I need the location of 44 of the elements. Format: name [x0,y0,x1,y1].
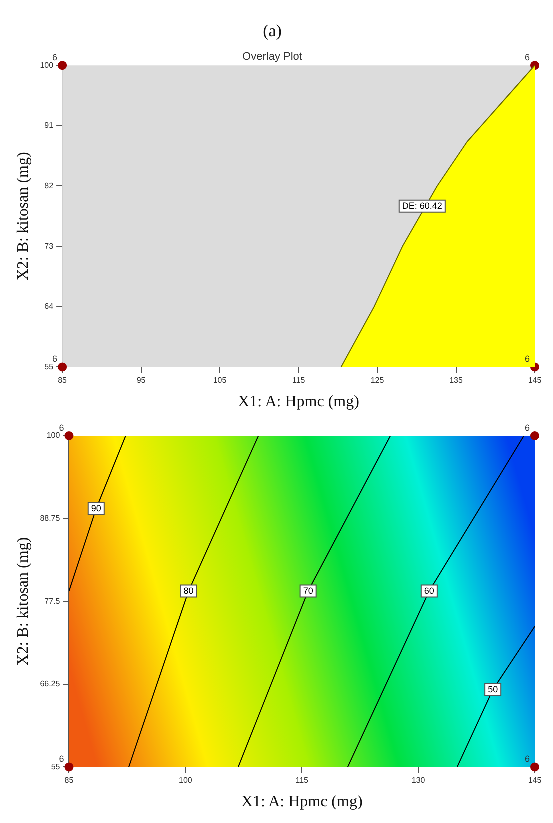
y-tick-label: 73 [44,242,54,251]
x-tick-label: 85 [58,376,68,386]
x-tick-label: 85 [64,776,74,786]
x-tick-label: 100 [178,776,193,786]
y-tick-label: 91 [44,121,54,130]
x-tick-label: 125 [370,376,385,386]
annotation: 6 [52,354,58,364]
point [530,432,540,440]
annotation: 6 [524,52,530,63]
annotation: 70 [303,586,314,596]
x-tick-label: 115 [296,776,310,786]
annotation: DE: 60.42 [402,200,442,211]
x-tick-label: 145 [528,376,542,386]
annotation: 80 [184,586,194,596]
chart-title: (a) [263,22,282,41]
annotation: 90 [91,503,102,514]
x-tick-label: 135 [450,376,464,386]
x-tick-label: 115 [292,376,306,386]
x-tick-label: 105 [213,376,228,386]
y-axis-title: X2: B: kitosan (mg) [14,537,32,666]
y-tick-label: 55 [51,762,61,772]
y-tick-label: 100 [40,60,54,70]
x-axis-title: X1: A: Hpmc (mg) [241,794,363,811]
x-tick-label: 145 [528,776,542,786]
x-axis-title: X1: A: Hpmc (mg) [238,394,360,411]
y-tick-label: 77.5 [44,596,61,606]
x-tick-label: 130 [412,776,426,786]
y-tick-label: 66.25 [40,680,61,689]
annotation: 6 [59,754,64,764]
chart-subtitle: Overlay Plot [242,51,302,64]
annotation: 50 [488,684,498,694]
y-tick-label: 88.75 [40,514,61,524]
annotation: 6 [524,354,530,364]
y-axis-title: X2: B: kitosan (mg) [14,152,32,281]
y-tick-label: 64 [44,302,54,312]
annotation: 6 [524,422,530,433]
annotation: 60 [424,586,434,596]
x-tick-label: 95 [136,376,146,386]
y-tick-label: 82 [44,181,54,190]
y-tick-label: 55 [44,362,54,372]
annotation: 6 [59,422,64,433]
y-tick-label: 100 [46,431,61,440]
annotation: 6 [524,754,530,764]
annotation: 6 [52,52,58,63]
